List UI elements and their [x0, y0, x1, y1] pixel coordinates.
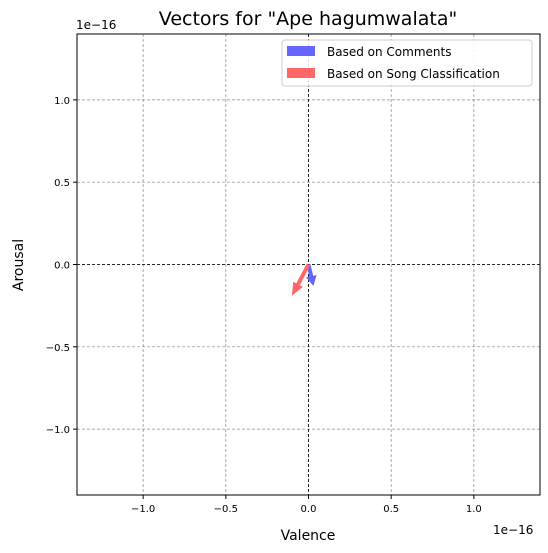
chart-title: Vectors for "Ape hagumwalata": [159, 8, 457, 30]
x-axis-label: Valence: [281, 528, 336, 544]
vector-arrow-0: [305, 264, 317, 286]
y-tick-label: −1.0: [46, 425, 70, 436]
y-axis-label: Arousal: [11, 239, 27, 291]
x-tick-label: 0.5: [383, 504, 399, 515]
ticks: −1.0 −0.5 0.0 0.5 1.0 −1.0 −0.5 0.0 0.5 1.0: [46, 96, 482, 515]
x-tick-label: −1.0: [131, 504, 155, 515]
x-offset-label: 1e−16: [493, 523, 533, 537]
x-tick-label: 0.0: [301, 504, 317, 515]
legend-label-song-classification: Based on Song Classification: [327, 67, 500, 81]
y-offset-label: 1e−16: [76, 18, 116, 32]
x-tick-label: 1.0: [466, 504, 482, 515]
y-tick-label: −0.5: [46, 343, 70, 354]
x-tick-label: −0.5: [214, 504, 238, 515]
legend-box: [281, 39, 533, 87]
legend-swatch-song-classification: [287, 68, 315, 78]
y-tick-label: 1.0: [54, 96, 70, 107]
y-tick-label: 0.5: [54, 178, 70, 189]
plot-frame: [76, 33, 541, 496]
legend-label-comments: Based on Comments: [327, 45, 451, 59]
vector-arrow-1: [291, 263, 311, 296]
y-tick-label: 0.0: [54, 261, 70, 272]
legend-swatch-comments: [287, 46, 315, 56]
vectors: [291, 263, 317, 296]
legend: Based on Comments Based on Song Classifi…: [281, 39, 533, 87]
